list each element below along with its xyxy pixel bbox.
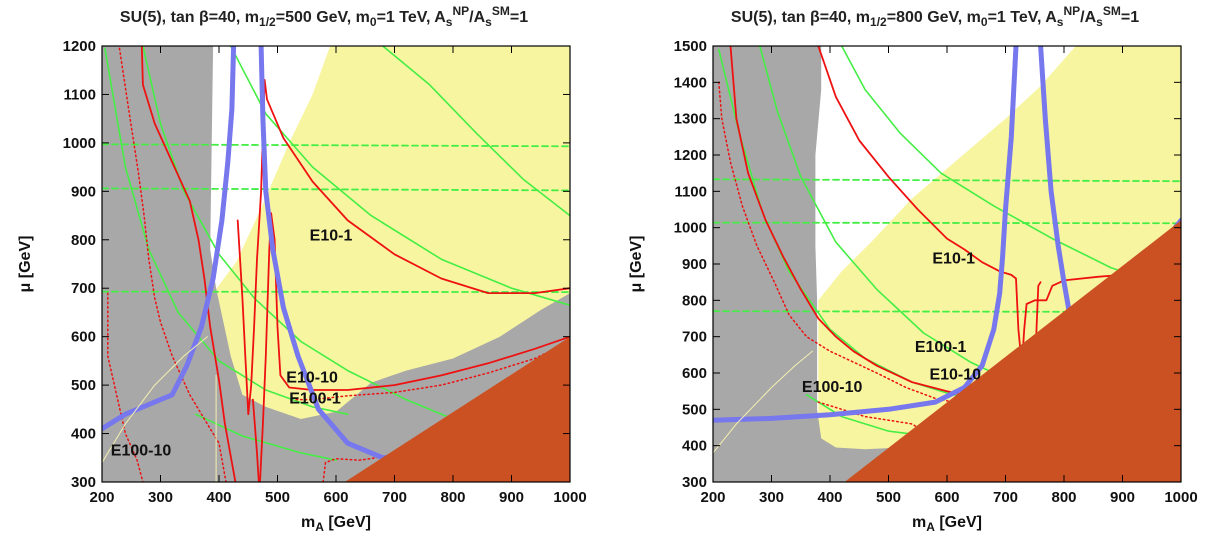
chart-title: SU(5), tan β=40, m1/2=500 GeV, m0=1 TeV,… — [120, 4, 528, 29]
y-tick-label: 300 — [682, 474, 707, 491]
series-green-solid-3 — [381, 46, 570, 217]
x-tick-label: 700 — [382, 489, 407, 506]
y-tick-label: 1400 — [674, 74, 707, 91]
y-tick-label: 1200 — [63, 38, 96, 55]
series-green-solid-1 — [142, 46, 454, 420]
x-tick-label: 400 — [206, 489, 231, 506]
series-red-solid-9 — [236, 79, 570, 416]
chart-title: SU(5), tan β=40, m1/2=800 GeV, m0=1 TeV,… — [731, 4, 1139, 29]
contour-label: E10-10 — [286, 370, 338, 387]
contour-label: E100-1 — [915, 339, 967, 356]
series-red-solid-7 — [729, 46, 984, 404]
series-green-solid-4 — [194, 413, 337, 462]
y-tick-label: 900 — [682, 256, 707, 273]
y-tick-label: 400 — [682, 438, 707, 455]
x-tick-label: 300 — [148, 489, 173, 506]
series-yellow-thin-18 — [102, 336, 208, 464]
series-blue-17 — [258, 46, 409, 461]
y-tick-label: 1000 — [674, 220, 707, 237]
y-tick-label: 300 — [71, 474, 96, 491]
x-tick-label: 800 — [1051, 489, 1076, 506]
x-tick-label: 400 — [817, 489, 842, 506]
x-tick-label: 200 — [89, 489, 114, 506]
region-brown — [844, 220, 1181, 482]
y-axis-label: μ [GeV] — [17, 236, 34, 293]
y-tick-label: 800 — [682, 292, 707, 309]
x-axis-label: mA [GeV] — [912, 514, 982, 534]
series-red-solid-8 — [817, 46, 1124, 367]
contour-label: E10-10 — [929, 367, 981, 384]
y-tick-label: 400 — [71, 426, 96, 443]
y-axis-label: μ [GeV] — [628, 236, 645, 293]
series-blue-12 — [713, 46, 1019, 423]
series-green-dash-4 — [713, 178, 1181, 183]
x-axis-label: mA [GeV] — [301, 514, 371, 534]
chart-right: 200 300 400 500 600 700 800 900 1000300400500600… — [628, 4, 1198, 534]
x-tick-label: 500 — [876, 489, 901, 506]
x-tick-label: 800 — [440, 489, 465, 506]
chart-panel-left: 200 300 400 500 600 700 800 900 1000 300 400 500 600… — [17, 4, 587, 534]
series-red-solid-10 — [251, 398, 260, 482]
x-tick-label: 300 — [759, 489, 784, 506]
y-tick-label: 700 — [682, 329, 707, 346]
series-blue-16 — [102, 46, 237, 432]
series-red-dot-15 — [322, 456, 384, 482]
plot-area — [713, 46, 1181, 482]
series-green-dash-5 — [102, 143, 570, 148]
series-red-dot-10 — [718, 81, 972, 407]
y-tick-label: 900 — [71, 183, 96, 200]
series-green-solid-2 — [840, 46, 1177, 291]
contour-label: E10-1 — [310, 228, 353, 245]
y-tick-label: 1300 — [674, 111, 707, 128]
plot-area — [102, 46, 570, 482]
series-green-dash-7 — [102, 290, 570, 294]
chart-panel-right: 200 300 400 500 600 700 800 900 1000 300 400 500 600… — [611, 0, 1223, 548]
x-tick-label: 200 — [700, 489, 725, 506]
y-tick-label: 1000 — [63, 135, 96, 152]
y-tick-label: 800 — [71, 232, 96, 249]
y-tick-label: 700 — [71, 280, 96, 297]
x-tick-label: 600 — [323, 489, 348, 506]
x-tick-label: 500 — [265, 489, 290, 506]
region-brown — [344, 336, 570, 482]
contour-label: E100-10 — [111, 442, 172, 459]
contour-label: E10-1 — [932, 250, 975, 267]
y-tick-label: 500 — [682, 401, 707, 418]
y-tick-label: 600 — [71, 329, 96, 346]
series-green-dash-5 — [713, 221, 1181, 225]
series-green-solid-2 — [229, 46, 570, 307]
region-excluded-gray — [713, 46, 1000, 482]
series-red-solid-8 — [140, 46, 237, 482]
y-tick-label: 1200 — [674, 147, 707, 164]
y-tick-label: 1100 — [63, 86, 96, 103]
y-tick-label: 1100 — [674, 183, 707, 200]
chart-left: 200 300 400 500 600 700 800 900 1000300400500600… — [17, 4, 587, 534]
x-tick-label: 900 — [1110, 489, 1135, 506]
x-tick-label: 1000 — [1164, 489, 1197, 506]
contour-label: E100-1 — [289, 391, 341, 408]
series-yellow-thin-14 — [713, 350, 813, 454]
x-tick-label: 1000 — [553, 489, 586, 506]
series-green-dash-6 — [102, 187, 570, 192]
series-red-dot-14 — [295, 340, 570, 401]
series-red-dot-12 — [118, 47, 227, 482]
x-tick-label: 600 — [934, 489, 959, 506]
y-tick-label: 500 — [71, 377, 96, 394]
y-tick-label: 1500 — [674, 38, 707, 55]
y-tick-label: 600 — [682, 365, 707, 382]
x-tick-label: 900 — [499, 489, 524, 506]
contour-label: E100-10 — [802, 379, 863, 396]
x-tick-label: 700 — [993, 489, 1018, 506]
series-red-solid-11 — [259, 212, 570, 482]
